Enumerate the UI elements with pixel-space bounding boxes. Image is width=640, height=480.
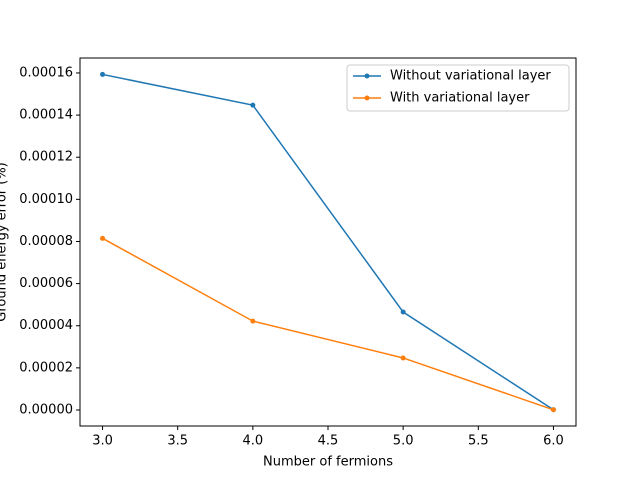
x-tick-label: 5.5	[468, 434, 489, 449]
x-tick-label: 4.5	[318, 434, 339, 449]
x-tick-label: 5.0	[393, 434, 414, 449]
legend-label: Without variational layer	[390, 69, 551, 84]
legend-label: With variational layer	[390, 91, 530, 106]
y-tick-label: 0.00010	[19, 192, 73, 207]
plot-frame	[79, 57, 577, 427]
legend-box	[346, 64, 570, 112]
y-tick-label: 0.00000	[19, 402, 73, 417]
y-axis-label: Ground energy error (%)	[0, 162, 10, 321]
x-tick-label: 3.0	[92, 434, 113, 449]
x-tick-label: 4.0	[243, 434, 264, 449]
x-tick-label: 3.5	[167, 434, 188, 449]
y-tick-label: 0.00006	[19, 276, 73, 291]
y-tick-label: 0.00004	[19, 318, 73, 333]
legend-marker	[364, 73, 370, 79]
series-line	[102, 237, 554, 411]
y-tick-label: 0.00008	[19, 234, 73, 249]
data-point	[400, 355, 406, 361]
data-point	[400, 309, 406, 315]
data-point	[100, 71, 106, 77]
legend-marker	[364, 95, 370, 101]
y-tick-label: 0.00014	[19, 108, 73, 123]
x-axis-label: Number of fermions	[263, 455, 393, 470]
data-point	[100, 235, 106, 241]
data-point	[550, 407, 556, 413]
series-line	[102, 73, 554, 411]
x-tick-label: 6.0	[543, 434, 564, 449]
data-point	[250, 318, 256, 324]
y-tick-label: 0.00016	[19, 65, 73, 80]
data-point	[250, 102, 256, 108]
y-tick-label: 0.00002	[19, 360, 73, 375]
y-tick-label: 0.00012	[19, 150, 73, 165]
